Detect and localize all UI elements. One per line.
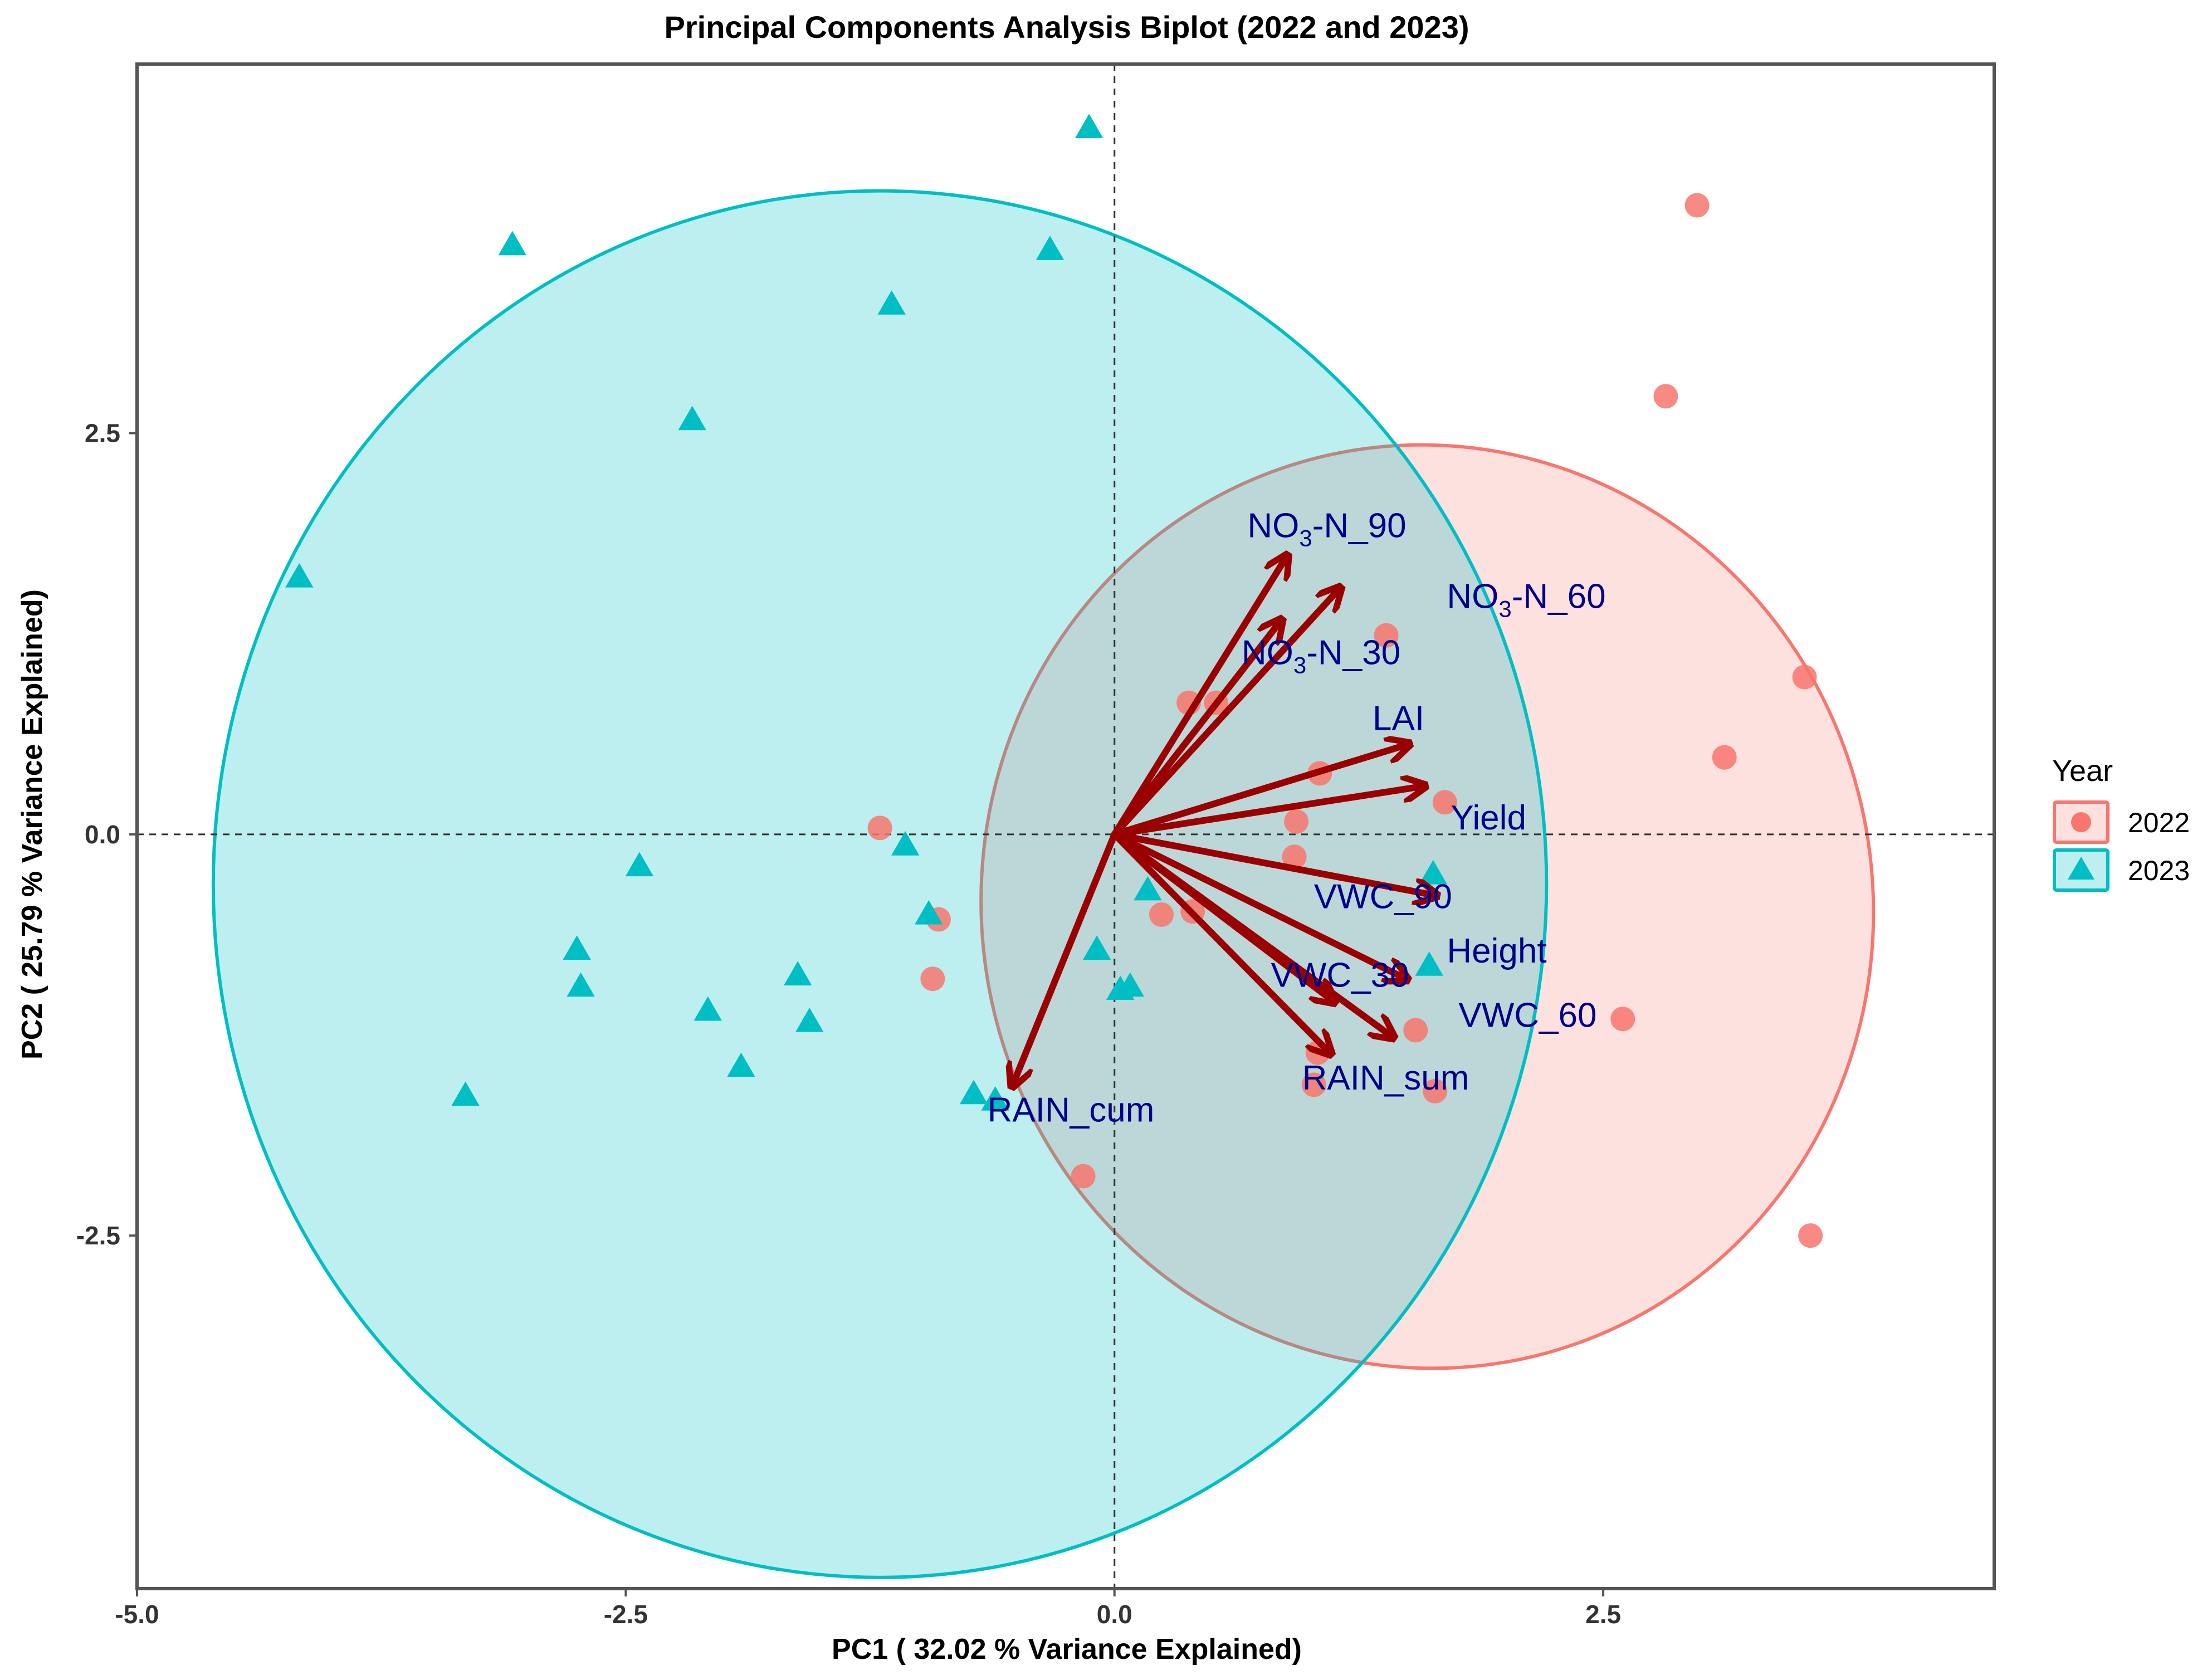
point-2022 (1653, 384, 1678, 409)
point-2023 (915, 900, 943, 925)
point-2023 (625, 852, 654, 877)
point-2023 (678, 406, 706, 431)
confidence-ellipses (211, 189, 1876, 1579)
point-2023 (563, 935, 591, 960)
loading-arrow (1111, 831, 1330, 1053)
point-2022 (1374, 623, 1399, 648)
point-2023 (784, 961, 812, 986)
loading-label: Height (1447, 932, 1546, 970)
point-2022 (1149, 902, 1174, 927)
point-2023 (891, 831, 920, 856)
point-2023 (1116, 972, 1145, 997)
loading-label: NO3-N_30 (1242, 633, 1400, 678)
loading-label: NO3-N_60 (1447, 578, 1605, 622)
legend-title: Year (2052, 754, 2113, 788)
loading-arrow (1111, 786, 1423, 838)
loading-label: VWC_30 (1271, 956, 1409, 994)
legend-marker-2022 (2071, 812, 2091, 832)
loading-arrow (1013, 831, 1118, 1085)
loading-arrow (1111, 556, 1287, 838)
ellipse-2023 (211, 189, 1549, 1579)
plot-panel-border (135, 62, 1996, 1590)
y-tick-label: 0.0 (85, 820, 120, 849)
point-2023 (451, 1081, 480, 1106)
loading-label: NO3-N_90 (1247, 507, 1406, 551)
point-2022 (1610, 1007, 1635, 1032)
x-axis-title: PC1 ( 32.02 % Variance Explained) (832, 1633, 1302, 1666)
point-2022 (1684, 193, 1710, 218)
loading-label: RAIN_cum (988, 1091, 1155, 1129)
point-2022 (920, 966, 945, 992)
loading-arrows (1013, 556, 1435, 1085)
point-2023 (727, 1052, 755, 1077)
point-2023 (795, 1007, 824, 1032)
loading-arrow (1111, 831, 1392, 1037)
legend-label-2022: 2022 (2128, 807, 2190, 838)
point-2022 (1798, 1223, 1823, 1248)
point-2022 (1282, 844, 1307, 870)
point-2022 (1071, 1164, 1096, 1189)
loading-label: VWC_90 (1314, 877, 1452, 916)
x-tick-label: -5.0 (115, 1600, 159, 1629)
reference-lines (137, 64, 1994, 1589)
observation-points (285, 114, 1823, 1248)
loading-arrow (1111, 831, 1406, 979)
point-2023 (1134, 876, 1162, 901)
legend-marker-2023 (2068, 857, 2094, 880)
point-2023 (981, 1086, 1009, 1111)
point-2023 (877, 290, 906, 315)
point-2023 (285, 563, 314, 588)
loading-arrow (1111, 831, 1435, 895)
point-2023 (1075, 114, 1103, 138)
loading-label: VWC_60 (1458, 996, 1596, 1034)
y-tick-label: -2.5 (76, 1221, 120, 1250)
point-2022 (1432, 790, 1457, 815)
legend-label-2023: 2023 (2128, 855, 2190, 886)
point-2022 (1301, 1072, 1326, 1097)
legend: Year 2022 2023 (2052, 754, 2190, 892)
point-2023 (1415, 951, 1443, 976)
point-2022 (867, 815, 892, 841)
point-2022 (1284, 809, 1309, 834)
x-tick-label: 0.0 (1097, 1600, 1132, 1629)
y-tick-label: 2.5 (85, 419, 120, 448)
chart-title: Principal Components Analysis Biplot (20… (665, 9, 1469, 45)
point-2023 (1082, 935, 1111, 960)
point-2022 (1792, 665, 1817, 690)
loading-arrow (1111, 589, 1340, 838)
point-2023 (498, 231, 527, 256)
point-2022 (1403, 1018, 1428, 1043)
axis-ticks: -5.0 -2.5 0.0 2.5 -2.5 0.0 2.5 (76, 419, 1621, 1629)
point-2022 (1423, 1078, 1448, 1103)
loading-label: Yield (1451, 799, 1526, 837)
loading-arrow (1111, 621, 1281, 838)
loading-labels: NO3-N_90 NO3-N_60 NO3-N_30 LAI Yield VWC_90 He… (988, 507, 1606, 1130)
point-2023 (694, 996, 722, 1021)
loading-label: RAIN_sum (1302, 1059, 1469, 1097)
point-2022 (1712, 745, 1737, 770)
point-2023 (567, 972, 595, 997)
x-tick-label: -2.5 (604, 1600, 648, 1629)
y-axis-title: PC2 ( 25.79 % Variance Explained) (16, 589, 48, 1059)
loading-label: LAI (1373, 699, 1424, 738)
x-tick-label: 2.5 (1585, 1600, 1621, 1629)
loading-arrow (1111, 745, 1408, 838)
point-2023 (1036, 236, 1065, 260)
point-2023 (959, 1080, 988, 1105)
